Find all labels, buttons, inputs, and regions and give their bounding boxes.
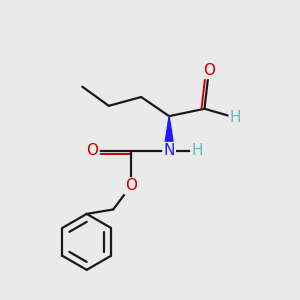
Text: H: H [230, 110, 241, 125]
Text: O: O [203, 63, 215, 78]
Text: O: O [87, 143, 99, 158]
Text: O: O [125, 178, 137, 194]
Text: N: N [164, 143, 175, 158]
Text: H: H [191, 143, 203, 158]
Polygon shape [164, 116, 174, 151]
